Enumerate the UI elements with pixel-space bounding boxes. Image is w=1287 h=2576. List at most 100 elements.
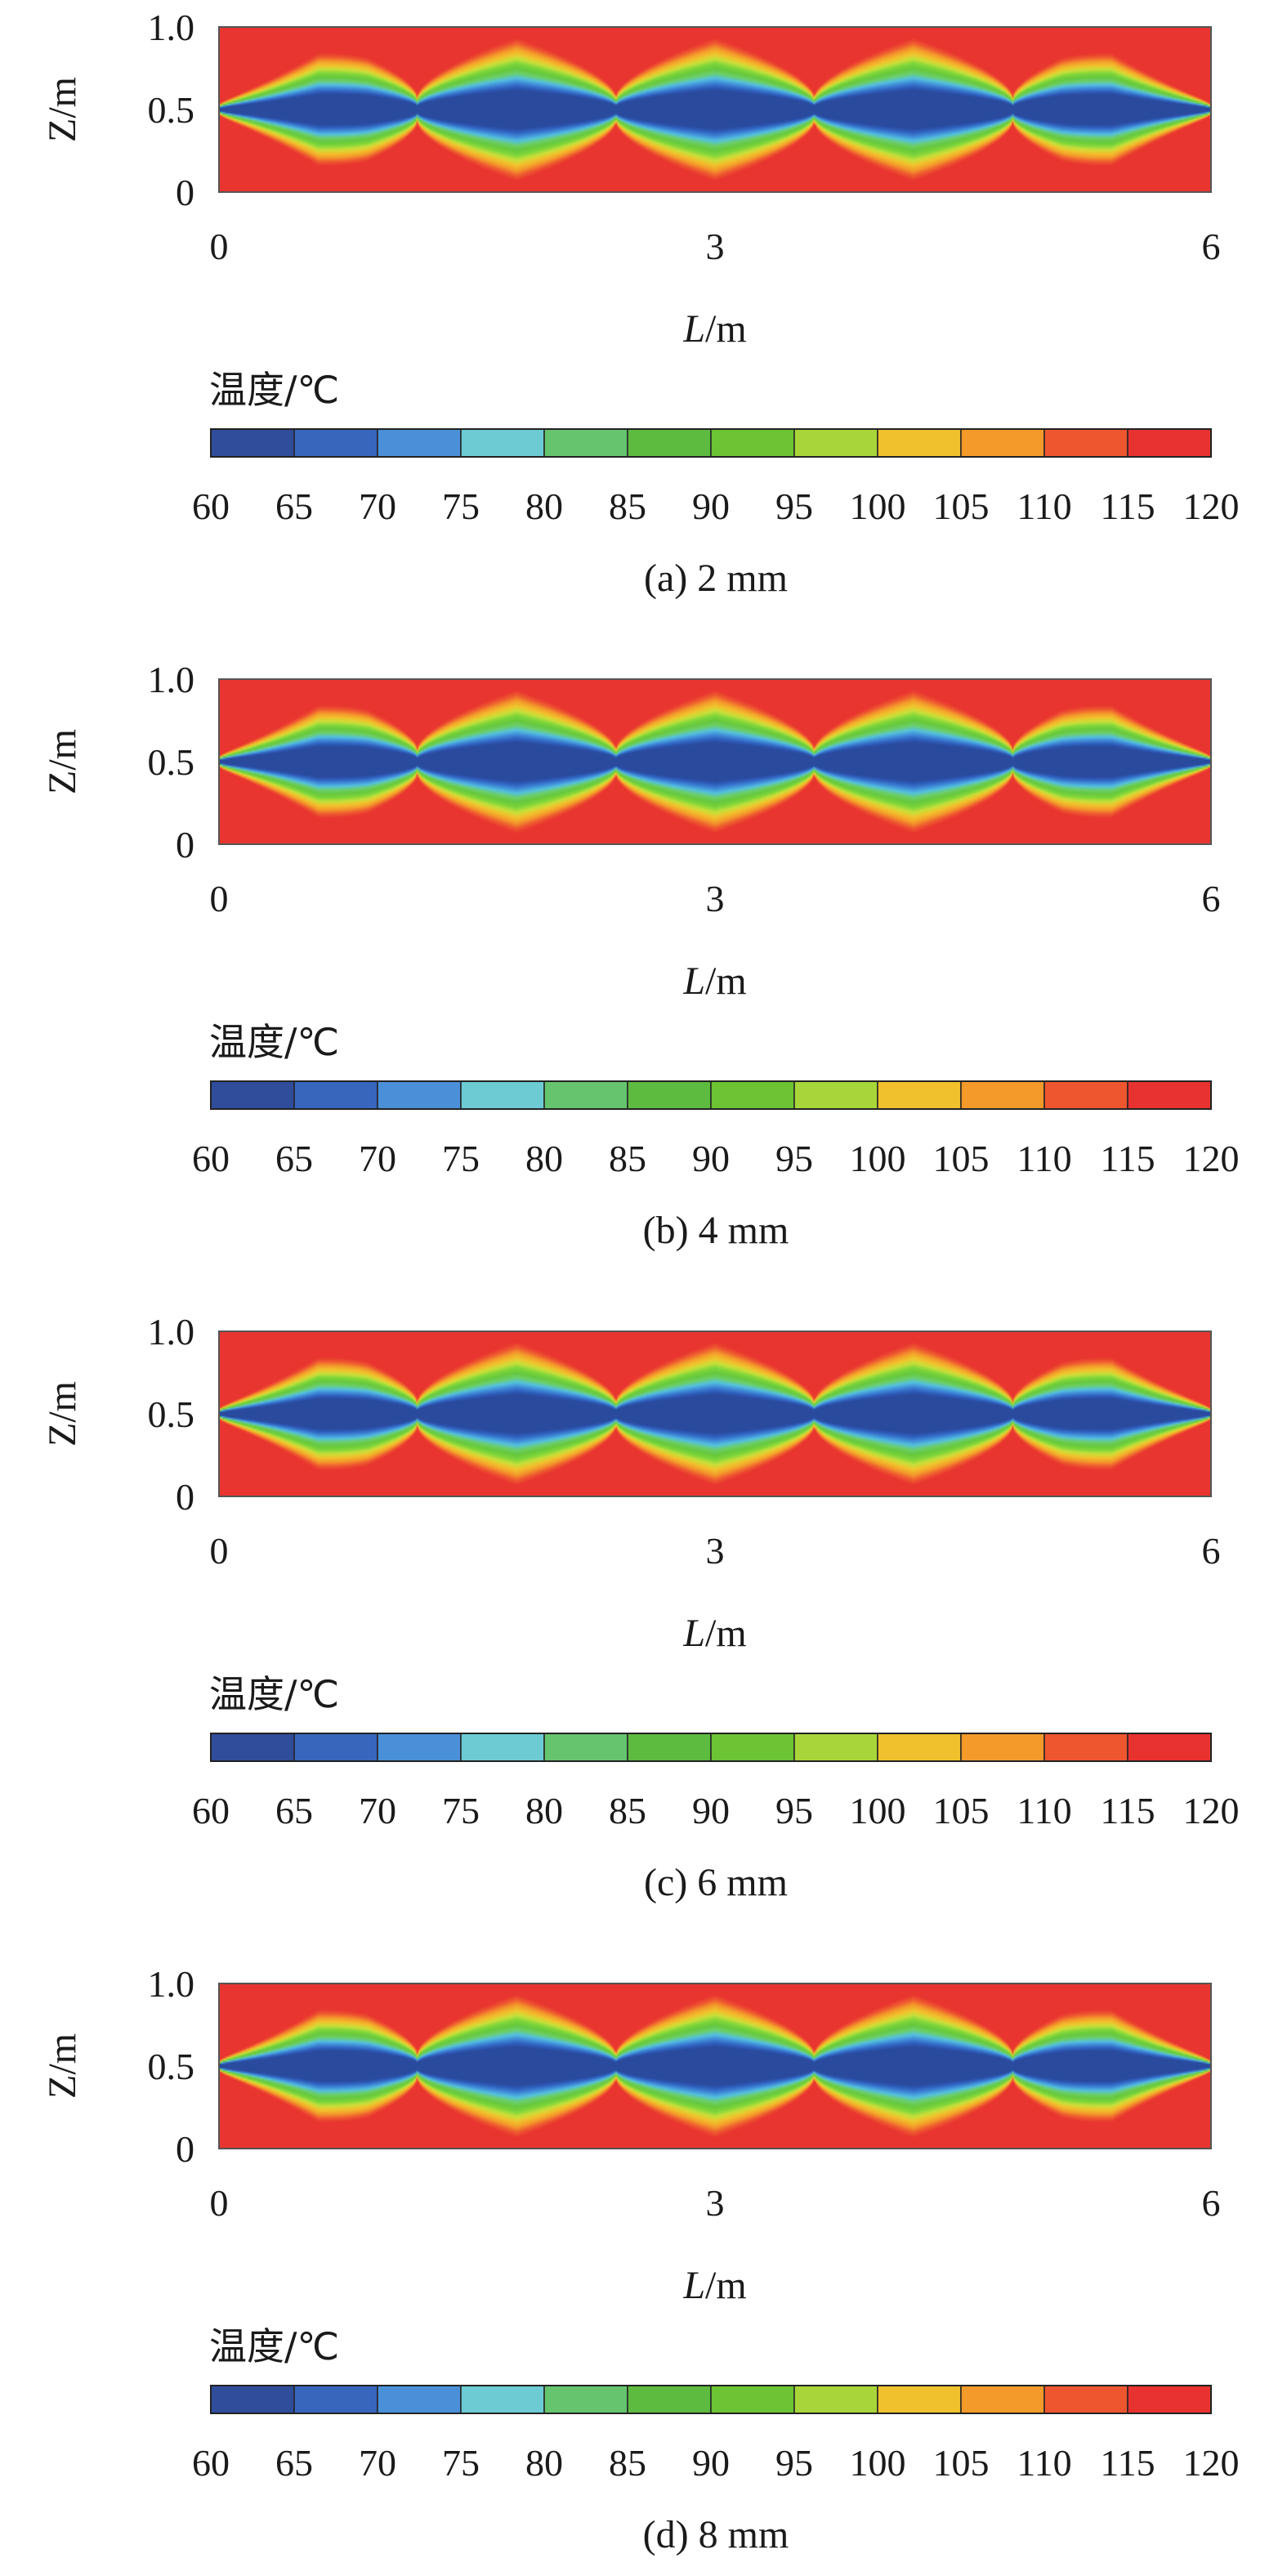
colorbar-band — [877, 1080, 962, 1110]
x-tick-label: 0 — [210, 2182, 229, 2224]
heatmap-field — [219, 27, 1211, 192]
colorbar-tick-label: 60 — [192, 485, 230, 527]
colorbar-tick-label: 100 — [850, 2442, 906, 2484]
colorbar-band — [293, 428, 378, 458]
colorbar-band — [210, 1733, 295, 1762]
colorbar-band — [1043, 1080, 1128, 1110]
panel-2: 0 0.5 1.0 Z/m 0 3 6 L/m 温度/℃ 60 65 70 75 80 85 90 95 100 1… — [41, 659, 1240, 1252]
colorbar-tick-label: 105 — [933, 1138, 990, 1179]
colorbar-tick-label: 120 — [1183, 1138, 1240, 1179]
y-tick-label: 0.5 — [148, 89, 195, 131]
colorbar-band — [377, 1080, 462, 1110]
colorbar-tick-label: 85 — [609, 1790, 646, 1831]
colorbar-title: 温度/℃ — [209, 368, 339, 412]
colorbar-band — [793, 428, 878, 458]
colorbar-band — [627, 428, 712, 458]
colorbar-band — [960, 1080, 1045, 1110]
colorbar-band — [1127, 2385, 1212, 2414]
colorbar-band — [710, 428, 795, 458]
heatmap-field — [219, 1331, 1211, 1496]
x-tick-label: 3 — [706, 878, 725, 919]
colorbar-frame — [210, 1733, 1212, 1762]
colorbar-band — [543, 2385, 628, 2414]
colorbar-band — [377, 428, 462, 458]
colorbar-tick-label: 85 — [609, 2442, 646, 2484]
colorbar-band — [1127, 1080, 1212, 1110]
colorbar-band — [1127, 1733, 1212, 1762]
x-axis-label: L/m — [682, 1612, 746, 1655]
colorbar-tick-label: 110 — [1017, 1138, 1071, 1179]
colorbar-band — [960, 428, 1045, 458]
y-tick-label: 1.0 — [148, 7, 195, 48]
heatmap-field — [219, 679, 1211, 844]
x-tick-label: 3 — [706, 226, 725, 267]
colorbar-band — [793, 2385, 878, 2414]
colorbar-tick-label: 70 — [359, 485, 396, 527]
colorbar-band — [543, 1080, 628, 1110]
colorbar-tick-label: 80 — [525, 1138, 563, 1179]
panel-3: 0 0.5 1.0 Z/m 0 3 6 L/m 温度/℃ 60 65 70 75 80 85 90 95 100 1… — [41, 1311, 1240, 1904]
colorbar-tick-label: 70 — [359, 1138, 396, 1179]
y-tick-label: 0.5 — [148, 1393, 195, 1435]
colorbar-band — [627, 2385, 712, 2414]
y-tick-label: 0 — [176, 1476, 194, 1518]
y-tick-label: 0 — [176, 172, 194, 213]
x-tick-label: 6 — [1202, 226, 1221, 267]
x-tick-label: 6 — [1202, 878, 1221, 919]
colorbar-tick-label: 95 — [775, 485, 813, 527]
colorbar-tick-label: 80 — [525, 2442, 563, 2484]
colorbar-tick-label: 95 — [775, 1790, 813, 1831]
colorbar-tick-label: 75 — [442, 2442, 480, 2484]
colorbar-tick-label: 105 — [933, 485, 990, 527]
colorbar-band — [1043, 1733, 1128, 1762]
plot-frame — [218, 1330, 1212, 1497]
panel-caption: (b) 4 mm — [643, 1209, 789, 1252]
y-axis-label: Z/m — [41, 729, 84, 794]
x-axis-label: L/m — [682, 959, 746, 1003]
colorbar-tick-label: 60 — [192, 1790, 230, 1831]
y-tick-label: 0.5 — [148, 2046, 195, 2087]
colorbar-tick-label: 115 — [1100, 1790, 1155, 1831]
colorbar-band — [543, 1733, 628, 1762]
colorbar-title: 温度/℃ — [209, 1672, 339, 1716]
colorbar-band — [960, 2385, 1045, 2414]
colorbar-band — [460, 2385, 545, 2414]
y-tick-label: 1.0 — [148, 1963, 195, 2005]
x-tick-label: 0 — [210, 878, 229, 919]
colorbar-band — [543, 428, 628, 458]
y-tick-label: 0 — [176, 824, 194, 865]
colorbar-band — [1043, 428, 1128, 458]
colorbar-tick-label: 110 — [1017, 2442, 1071, 2484]
colorbar-frame — [210, 428, 1212, 458]
colorbar-tick-label: 110 — [1017, 1790, 1071, 1831]
x-axis-label: L/m — [682, 2264, 746, 2307]
colorbar-tick-label: 65 — [275, 2442, 313, 2484]
colorbar-band — [210, 2385, 295, 2414]
colorbar-tick-label: 90 — [692, 1790, 730, 1831]
colorbar-frame — [210, 1080, 1212, 1110]
colorbar-band — [460, 428, 545, 458]
colorbar-tick-label: 120 — [1183, 1790, 1240, 1831]
plot-frame — [218, 26, 1212, 193]
colorbar-tick-label: 105 — [933, 2442, 990, 2484]
colorbar-tick-label: 100 — [850, 485, 906, 527]
colorbar-band — [877, 2385, 962, 2414]
panel-caption: (d) 8 mm — [643, 2513, 789, 2556]
colorbar-tick-label: 90 — [692, 2442, 730, 2484]
colorbar-band — [710, 1080, 795, 1110]
y-tick-label: 1.0 — [148, 659, 195, 700]
colorbar-band — [377, 1733, 462, 1762]
colorbar-tick-label: 90 — [692, 485, 730, 527]
colorbar-tick-label: 120 — [1183, 2442, 1240, 2484]
colorbar-band — [960, 1733, 1045, 1762]
panel-caption: (a) 2 mm — [644, 557, 788, 600]
colorbar-tick-label: 110 — [1017, 485, 1071, 527]
colorbar-tick-label: 100 — [850, 1138, 906, 1179]
colorbar-band — [877, 1733, 962, 1762]
colorbar-band — [627, 1080, 712, 1110]
plot-frame — [218, 678, 1212, 845]
colorbar-tick-label: 65 — [275, 1138, 313, 1179]
colorbar-tick-label: 115 — [1100, 485, 1155, 527]
colorbar-band — [377, 2385, 462, 2414]
